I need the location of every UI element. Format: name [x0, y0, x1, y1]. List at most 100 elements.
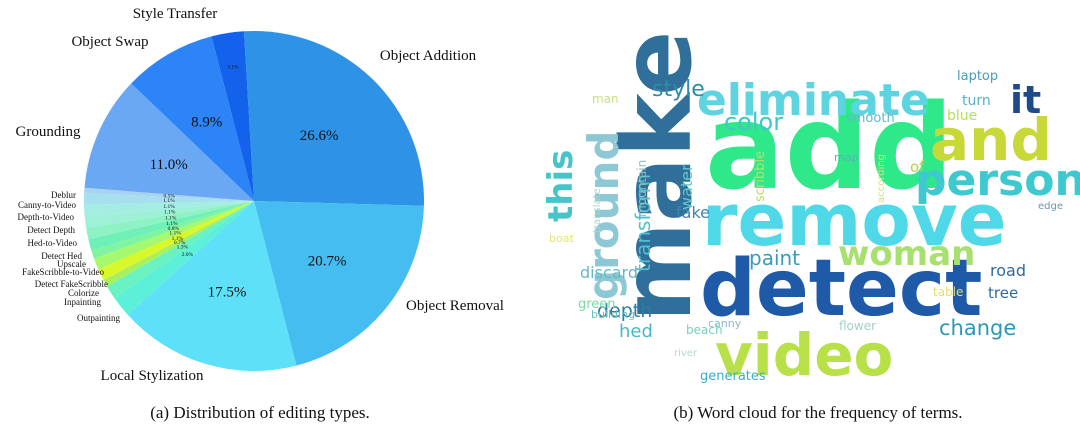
pie-percent-label: 2.0%	[182, 252, 194, 258]
pie-category-label: Local Stylization	[101, 368, 204, 384]
pie-percent-label: 11.0%	[150, 157, 188, 173]
pie-slice	[107, 201, 254, 299]
pie-percent-label: 1.1%	[166, 221, 178, 227]
pie-category-label: Object Addition	[380, 48, 477, 64]
pie-category-label: Grounding	[16, 124, 81, 140]
cloud-word: map	[834, 151, 858, 164]
cloud-word: person	[915, 155, 1080, 206]
cloud-word: table	[933, 285, 963, 299]
cloud-word: translate	[592, 188, 603, 233]
cloud-word: and	[930, 106, 1052, 174]
cloud-word: detect	[700, 244, 982, 334]
cloud-word: make	[601, 31, 713, 322]
pie-percent-label: 20.7%	[308, 253, 347, 269]
pie-category-label: Outpainting	[77, 313, 120, 323]
pie-slice	[114, 201, 254, 315]
cloud-word: video	[715, 321, 893, 389]
cloud-word: this	[541, 150, 581, 222]
cloud-word: according	[876, 154, 887, 203]
pie-category-label: Deblur	[51, 190, 76, 200]
cloud-word: laptop	[957, 69, 998, 84]
pie-slice	[84, 201, 254, 228]
cloud-word: building	[591, 308, 635, 321]
cloud-word: smooth	[846, 111, 895, 126]
pie-slice	[98, 201, 255, 280]
pie-percent-label: 0.5%	[163, 194, 175, 200]
pie-category-label: Object Swap	[71, 34, 148, 50]
pie-percent-label: 1.1%	[163, 198, 175, 204]
pie-slice	[88, 201, 254, 251]
cloud-caption: (b) Word cloud for the frequency of term…	[673, 403, 962, 422]
cloud-word: flower	[839, 319, 876, 333]
cloud-word: eliminate	[697, 75, 930, 126]
pie-category-label: Style Transfer	[133, 6, 218, 22]
pie-percent-label: 0.8%	[168, 226, 180, 232]
pie-percent-label: 1.1%	[165, 215, 177, 221]
pie-percent-label: 3.1%	[227, 65, 239, 71]
pie-slice	[127, 201, 297, 371]
pie-category-label: Upscale	[57, 259, 86, 269]
pie-slice	[131, 36, 254, 201]
pie-percent-label: 17.5%	[208, 285, 247, 301]
pie-slice	[84, 201, 254, 217]
pie-percent-label: 8.9%	[191, 114, 222, 130]
pie-category-label: Depth-to-Video	[18, 212, 75, 222]
pie-category-label: Detect FakeScribble	[35, 279, 108, 289]
cloud-word: paint	[749, 246, 800, 270]
cloud-word: style	[652, 77, 705, 102]
cloud-word: change	[939, 316, 1016, 340]
pie-percent-label: 1.1%	[169, 231, 181, 237]
cloud-word: boat	[549, 232, 574, 245]
cloud-word: of	[910, 158, 925, 176]
cloud-word: road	[990, 261, 1026, 280]
cloud-word: discard	[580, 263, 638, 282]
pie-slice	[103, 201, 254, 287]
pie-slice	[94, 201, 254, 270]
pie-slice	[86, 201, 254, 240]
cloud-word: hed	[619, 321, 653, 342]
pie-percent-label: 1.1%	[164, 210, 176, 216]
cloud-word: man	[592, 92, 619, 106]
cloud-word: tree	[988, 284, 1018, 302]
pie-category-label: Detect Hed	[41, 251, 82, 261]
cloud-word: canny	[708, 317, 742, 330]
cloud-word: color	[724, 108, 783, 136]
cloud-word: transform	[631, 174, 655, 272]
cloud-word: it	[1010, 78, 1041, 122]
pie-category-label: Canny-to-Video	[18, 200, 76, 210]
pie-slice	[84, 193, 254, 205]
cloud-word: edge	[1038, 201, 1063, 212]
cloud-word: depth	[597, 300, 652, 322]
cloud-word: beach	[686, 323, 723, 337]
cloud-word: remove	[702, 178, 1007, 262]
cloud-word: water	[677, 164, 696, 210]
cloud-word: green	[578, 297, 616, 312]
cloud-word: mountain	[635, 160, 649, 217]
pie-category-label: Detect Depth	[27, 225, 75, 235]
pie-slice	[243, 31, 424, 206]
cloud-word: generates	[700, 369, 766, 384]
cloud-word: fake	[676, 203, 710, 222]
pie-slice	[91, 201, 255, 259]
pie-percent-label: 0.7%	[174, 240, 186, 246]
pie-percent-label: 1.1%	[172, 236, 184, 242]
pie-percent-label: 1.1%	[163, 204, 175, 210]
pie-category-label: FakeScribble-to-Video	[22, 267, 104, 277]
cloud-word: turn	[962, 93, 991, 109]
cloud-word: woman	[838, 234, 975, 274]
cloud-word: blue	[947, 108, 977, 124]
pie-slice	[211, 31, 254, 201]
cloud-word: scribble	[753, 151, 768, 202]
pie-slice	[84, 83, 255, 201]
pie-caption: (a) Distribution of editing types.	[150, 403, 370, 422]
pie-percent-label: 26.6%	[300, 128, 339, 144]
pie-category-label: Colorize	[68, 288, 99, 298]
cloud-word: ground	[579, 131, 628, 301]
pie-percent-label: 1.3%	[177, 245, 189, 251]
cloud-word: add	[705, 78, 954, 216]
pie-labels: 26.6% Object Addition 20.7% Object Removal 1…	[16, 6, 504, 384]
pie-category-label: Inpainting	[64, 297, 101, 307]
pie-slice	[254, 201, 424, 366]
